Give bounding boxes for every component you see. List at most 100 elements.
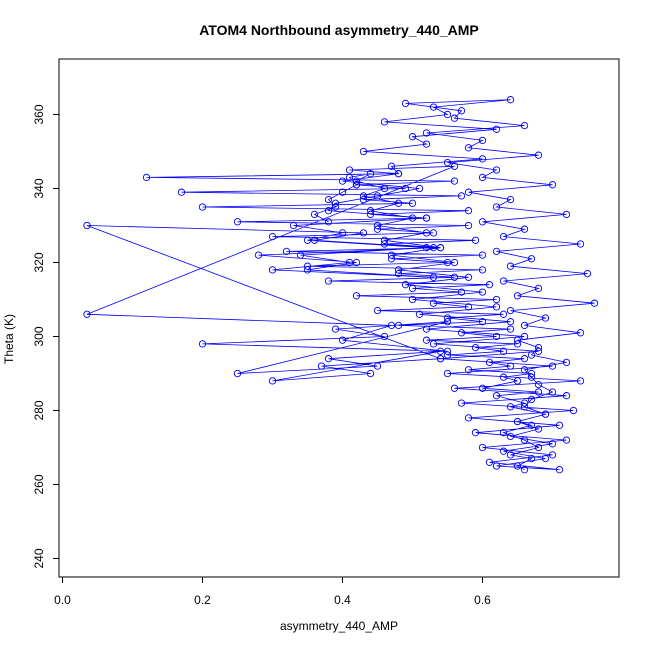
data-point bbox=[408, 214, 417, 222]
data-point bbox=[534, 343, 543, 352]
data-point bbox=[548, 362, 557, 370]
data-point bbox=[443, 314, 452, 322]
data-point bbox=[268, 232, 277, 241]
data-point bbox=[562, 392, 571, 400]
data-point bbox=[359, 192, 368, 200]
data-point bbox=[520, 121, 529, 130]
data-point bbox=[380, 332, 389, 341]
x-tick-label: 0.2 bbox=[194, 593, 211, 607]
data-point bbox=[534, 347, 543, 355]
data-point bbox=[527, 255, 536, 263]
data-point bbox=[457, 329, 466, 337]
data-point bbox=[254, 251, 263, 259]
data-point bbox=[548, 440, 557, 448]
data-point bbox=[387, 255, 396, 263]
data-point bbox=[513, 292, 522, 300]
series-line bbox=[86, 99, 595, 471]
y-axis: 240 260 280 300 320 340 360 bbox=[32, 104, 60, 569]
data-point bbox=[464, 221, 473, 230]
data-point bbox=[422, 325, 431, 333]
data-point bbox=[450, 273, 459, 281]
data-point bbox=[492, 303, 501, 311]
data-point bbox=[499, 347, 508, 355]
data-point bbox=[478, 136, 487, 145]
data-point bbox=[401, 184, 410, 193]
data-point bbox=[310, 210, 319, 219]
data-point bbox=[324, 218, 333, 226]
data-point bbox=[492, 295, 501, 304]
x-axis: 0.0 0.2 0.4 0.6 bbox=[54, 576, 491, 607]
data-point bbox=[527, 351, 536, 359]
data-point bbox=[401, 281, 410, 289]
y-tick-label: 280 bbox=[32, 400, 46, 420]
data-point bbox=[233, 218, 242, 226]
data-point bbox=[541, 410, 550, 418]
y-tick-label: 300 bbox=[32, 326, 46, 346]
data-point bbox=[541, 454, 550, 463]
data-point bbox=[408, 199, 417, 207]
data-point bbox=[513, 336, 522, 344]
data-point bbox=[548, 451, 557, 459]
data-point bbox=[464, 414, 473, 422]
data-point bbox=[520, 321, 529, 330]
x-tick-label: 0.4 bbox=[334, 593, 351, 607]
data-point bbox=[394, 269, 403, 278]
data-point bbox=[520, 355, 529, 363]
data-point bbox=[534, 380, 543, 389]
data-point bbox=[415, 310, 424, 318]
data-point bbox=[492, 247, 501, 256]
data-point bbox=[359, 229, 368, 237]
data-point bbox=[485, 358, 494, 367]
data-point bbox=[443, 351, 452, 359]
data-point bbox=[429, 229, 438, 237]
data-point bbox=[366, 369, 375, 378]
data-point bbox=[548, 388, 557, 396]
data-point bbox=[492, 125, 501, 133]
data-point bbox=[534, 425, 543, 433]
data-point bbox=[352, 258, 361, 267]
data-point bbox=[408, 284, 417, 293]
data-point bbox=[429, 340, 438, 348]
data-point bbox=[513, 340, 522, 348]
data-point bbox=[429, 273, 438, 281]
data-point bbox=[83, 221, 91, 230]
data-point bbox=[422, 214, 431, 222]
data-point bbox=[401, 99, 410, 108]
data-point bbox=[338, 229, 347, 237]
data-point bbox=[492, 332, 501, 341]
data-point bbox=[576, 240, 585, 248]
data-point bbox=[268, 377, 277, 385]
data-point bbox=[373, 192, 382, 200]
data-point bbox=[492, 462, 501, 470]
data-point bbox=[562, 436, 571, 444]
data-point bbox=[373, 225, 382, 233]
data-point bbox=[268, 266, 277, 274]
data-point bbox=[534, 151, 543, 159]
data-point bbox=[492, 203, 501, 211]
data-point bbox=[324, 277, 333, 285]
data-point bbox=[443, 110, 452, 119]
data-point bbox=[499, 447, 508, 455]
data-point bbox=[331, 199, 340, 207]
data-point bbox=[576, 329, 585, 337]
data-point bbox=[394, 321, 403, 330]
data-point bbox=[492, 392, 501, 400]
data-point bbox=[436, 347, 445, 355]
data-point bbox=[324, 207, 333, 215]
data-point bbox=[387, 251, 396, 259]
data-point bbox=[527, 369, 536, 378]
data-point bbox=[520, 366, 529, 374]
data-point bbox=[422, 336, 431, 344]
data-point bbox=[422, 229, 431, 237]
data-point bbox=[583, 269, 592, 278]
x-axis-label: asymmetry_440_AMP bbox=[280, 619, 398, 633]
data-point bbox=[520, 466, 529, 474]
data-point bbox=[359, 195, 368, 204]
data-point bbox=[366, 210, 375, 219]
data-point bbox=[83, 310, 91, 318]
x-tick-label: 0.0 bbox=[54, 593, 71, 607]
data-point bbox=[513, 462, 522, 470]
data-point bbox=[562, 358, 571, 367]
data-point bbox=[506, 195, 515, 204]
